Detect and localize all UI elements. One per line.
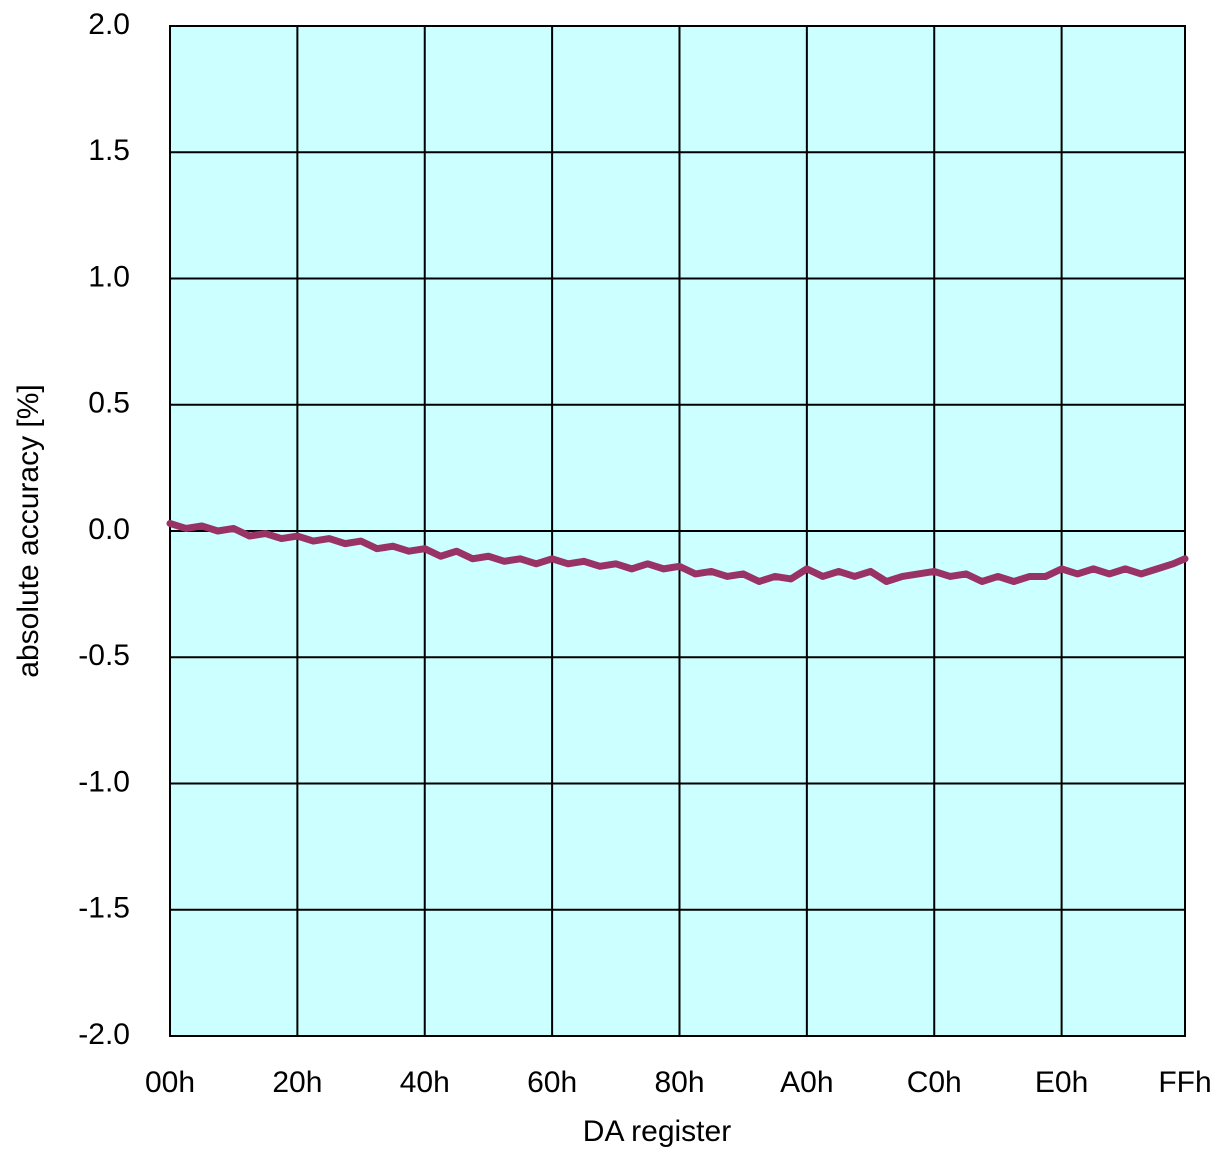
plot-border bbox=[169, 25, 1186, 1037]
x-tick-label: A0h bbox=[780, 1066, 833, 1099]
y-tick-label: -1.5 bbox=[78, 892, 130, 925]
y-tick-label: 0.0 bbox=[88, 513, 130, 546]
x-axis-label: DA register bbox=[583, 1115, 731, 1148]
y-tick-label: 1.0 bbox=[88, 260, 130, 293]
y-axis-label: absolute accuracy [%] bbox=[12, 384, 45, 677]
data-line bbox=[166, 519, 1189, 585]
y-tick-label: 0.5 bbox=[88, 387, 130, 420]
x-tick-label: 60h bbox=[527, 1066, 577, 1099]
x-tick-label: 20h bbox=[272, 1066, 322, 1099]
y-tick-label: 2.0 bbox=[88, 8, 130, 41]
x-tick-label: 80h bbox=[654, 1066, 704, 1099]
y-tick-label: -2.0 bbox=[78, 1018, 130, 1051]
x-tick-label: FFh bbox=[1158, 1066, 1211, 1099]
x-tick-label: 40h bbox=[400, 1066, 450, 1099]
y-tick-label: -0.5 bbox=[78, 639, 130, 672]
x-tick-label: C0h bbox=[907, 1066, 962, 1099]
y-tick-label: -1.0 bbox=[78, 765, 130, 798]
y-tick-label: 1.5 bbox=[88, 134, 130, 167]
x-tick-label: 00h bbox=[145, 1066, 195, 1099]
x-tick-label: E0h bbox=[1035, 1066, 1088, 1099]
